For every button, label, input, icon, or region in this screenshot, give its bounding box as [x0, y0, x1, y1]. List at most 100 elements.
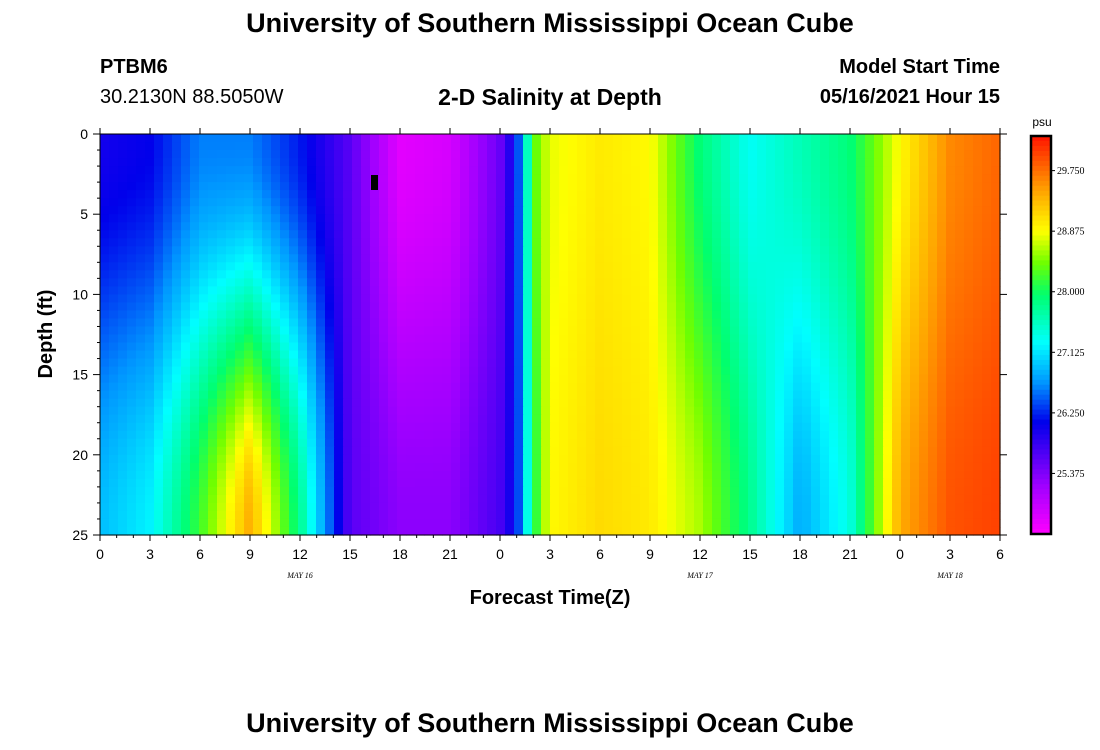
- heatmap-cell: [100, 374, 110, 384]
- heatmap-cell: [280, 158, 290, 167]
- heatmap-cell: [415, 166, 425, 175]
- heatmap-cell: [163, 278, 173, 287]
- heatmap-cell: [514, 526, 524, 536]
- heatmap-cell: [451, 302, 461, 312]
- heatmap-cell: [793, 502, 803, 512]
- heatmap-cell: [406, 470, 416, 480]
- heatmap-cell: [622, 390, 632, 400]
- heatmap-cell: [379, 174, 389, 183]
- heatmap-cell: [865, 310, 875, 320]
- heatmap-cell: [361, 334, 371, 344]
- heatmap-cell: [388, 446, 398, 456]
- heatmap-cell: [991, 358, 1001, 368]
- heatmap-cell: [550, 150, 560, 159]
- heatmap-cell: [217, 502, 227, 512]
- heatmap-cell: [622, 398, 632, 408]
- heatmap-cell: [379, 502, 389, 512]
- heatmap-cell: [406, 150, 416, 159]
- heatmap-cell: [379, 318, 389, 328]
- heatmap-cell: [640, 390, 650, 400]
- heatmap-cell: [487, 174, 497, 183]
- heatmap-cell: [973, 270, 983, 279]
- heatmap-cell: [874, 374, 884, 384]
- heatmap-cell: [397, 134, 407, 143]
- heatmap-cell: [172, 310, 182, 320]
- heatmap-cell: [208, 150, 218, 159]
- heatmap-cell: [487, 302, 497, 312]
- heatmap-cell: [154, 222, 164, 231]
- heatmap-cell: [676, 422, 686, 432]
- heatmap-cell: [703, 382, 713, 392]
- heatmap-cell: [145, 150, 155, 159]
- heatmap-cell: [757, 350, 767, 360]
- heatmap-cell: [109, 342, 119, 352]
- heatmap-cell: [937, 430, 947, 440]
- heatmap-cell: [487, 190, 497, 199]
- heatmap-cell: [793, 150, 803, 159]
- heatmap-cell: [919, 278, 929, 287]
- heatmap-cell: [829, 462, 839, 472]
- heatmap-cell: [370, 206, 380, 215]
- heatmap-cell: [235, 230, 245, 239]
- heatmap-cell: [856, 382, 866, 392]
- heatmap-cell: [568, 318, 578, 328]
- heatmap-cell: [919, 510, 929, 520]
- heatmap-cell: [658, 486, 668, 496]
- heatmap-cell: [721, 150, 731, 159]
- heatmap-cell: [730, 486, 740, 496]
- heatmap-cell: [361, 494, 371, 504]
- heatmap-cell: [190, 286, 200, 295]
- heatmap-cell: [658, 270, 668, 279]
- heatmap-cell: [514, 230, 524, 239]
- heatmap-cell: [640, 294, 650, 304]
- heatmap-cell: [694, 454, 704, 464]
- heatmap-cell: [604, 278, 614, 287]
- heatmap-cell: [208, 262, 218, 271]
- heatmap-cell: [262, 326, 272, 336]
- heatmap-cell: [712, 366, 722, 376]
- heatmap-cell: [235, 526, 245, 536]
- heatmap-cell: [856, 270, 866, 279]
- heatmap-cell: [865, 334, 875, 344]
- heatmap-cell: [955, 414, 965, 424]
- heatmap-cell: [298, 486, 308, 496]
- heatmap-cell: [793, 158, 803, 167]
- heatmap-cell: [586, 486, 596, 496]
- heatmap-cell: [577, 326, 587, 336]
- heatmap-cell: [109, 414, 119, 424]
- heatmap-cell: [478, 246, 488, 255]
- heatmap-cell: [523, 206, 533, 215]
- heatmap-cell: [190, 190, 200, 199]
- heatmap-cell: [784, 350, 794, 360]
- heatmap-cell: [856, 198, 866, 207]
- heatmap-cell: [217, 494, 227, 504]
- heatmap-cell: [946, 134, 956, 143]
- heatmap-cell: [379, 470, 389, 480]
- heatmap-cell: [514, 302, 524, 312]
- heatmap-cell: [100, 526, 110, 536]
- heatmap-cell: [658, 390, 668, 400]
- heatmap-cell: [109, 230, 119, 239]
- heatmap-cell: [694, 294, 704, 304]
- heatmap-cell: [469, 190, 479, 199]
- heatmap-cell: [973, 342, 983, 352]
- heatmap-cell: [739, 478, 749, 488]
- heatmap-cell: [460, 150, 470, 159]
- heatmap-cell: [775, 262, 785, 271]
- heatmap-cell: [802, 334, 812, 344]
- heatmap-cell: [676, 462, 686, 472]
- heatmap-cell: [298, 398, 308, 408]
- heatmap-cell: [784, 182, 794, 191]
- heatmap-cell: [208, 422, 218, 432]
- heatmap-cell: [964, 366, 974, 376]
- heatmap-cell: [685, 238, 695, 247]
- heatmap-cell: [766, 134, 776, 143]
- heatmap-cell: [352, 422, 362, 432]
- heatmap-cell: [208, 398, 218, 408]
- heatmap-cell: [298, 310, 308, 320]
- heatmap-cell: [703, 470, 713, 480]
- heatmap-cell: [145, 470, 155, 480]
- heatmap-cell: [856, 294, 866, 304]
- heatmap-cell: [532, 286, 542, 295]
- heatmap-cell: [298, 190, 308, 199]
